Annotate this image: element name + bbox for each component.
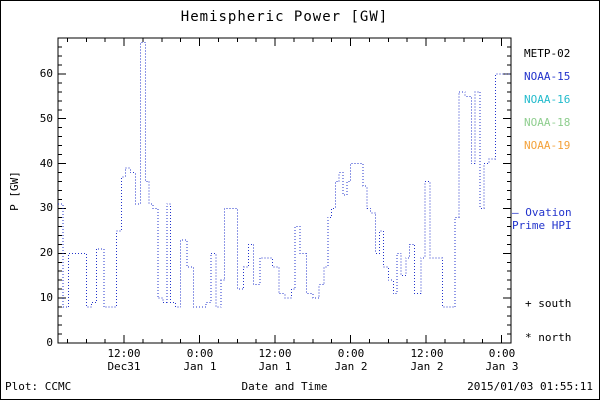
x-tick-time: 12:00 bbox=[107, 347, 141, 360]
legend-item-noaa18: NOAA-18 bbox=[524, 116, 571, 129]
y-tick-label: 40 bbox=[39, 157, 53, 170]
ovation-prime-annotation: — Ovation Prime HPI bbox=[512, 206, 598, 232]
y-tick-label: 10 bbox=[39, 291, 53, 304]
y-tick-label: 30 bbox=[39, 201, 53, 214]
x-tick-date: Dec31 bbox=[107, 360, 141, 373]
x-tick-date: Jan 2 bbox=[410, 360, 444, 373]
plot-timestamp: 2015/01/03 01:55:11 bbox=[467, 380, 593, 393]
ovation-line1: — Ovation bbox=[512, 206, 572, 219]
x-tick-label: 0:00 Jan 1 bbox=[168, 347, 232, 373]
legend-item-metp02: METP-02 bbox=[524, 47, 571, 60]
y-tick-label: 50 bbox=[39, 112, 53, 125]
x-tick-time: 12:00 bbox=[410, 347, 444, 360]
x-tick-date: Jan 2 bbox=[334, 360, 368, 373]
legend-item-noaa15: NOAA-15 bbox=[524, 70, 571, 83]
x-tick-time: 12:00 bbox=[258, 347, 292, 360]
x-tick-time: 0:00 bbox=[186, 347, 214, 360]
x-tick-label: 12:00 Jan 1 bbox=[243, 347, 307, 373]
axis-box bbox=[57, 37, 512, 344]
y-tick-label: 0 bbox=[46, 336, 53, 349]
x-tick-date: Jan 1 bbox=[183, 360, 217, 373]
hpi-step-line bbox=[58, 42, 511, 308]
x-tick-label: 12:00 Dec31 bbox=[92, 347, 156, 373]
x-tick-date: Jan 3 bbox=[485, 360, 519, 373]
legend-item-noaa16: NOAA-16 bbox=[524, 93, 571, 106]
x-tick-label: 0:00 Jan 2 bbox=[319, 347, 383, 373]
plot-credit: Plot: CCMC bbox=[5, 380, 72, 393]
north-marker-note: * north bbox=[525, 331, 572, 344]
ovation-line2: Prime HPI bbox=[512, 219, 572, 232]
y-tick-label: 60 bbox=[39, 67, 53, 80]
south-marker-note: + south bbox=[525, 297, 572, 310]
x-tick-label: 12:00 Jan 2 bbox=[395, 347, 459, 373]
x-tick-time: 0:00 bbox=[488, 347, 516, 360]
x-tick-label: 0:00 Jan 3 bbox=[470, 347, 534, 373]
chart-title: Hemispheric Power [GW] bbox=[180, 9, 389, 25]
satellite-legend: METP-02 NOAA-15 NOAA-16 NOAA-18 NOAA-19 bbox=[524, 47, 570, 162]
x-axis-label: Date and Time bbox=[241, 380, 328, 393]
x-tick-date: Jan 1 bbox=[258, 360, 292, 373]
y-tick-label: 20 bbox=[39, 246, 53, 259]
legend-item-noaa19: NOAA-19 bbox=[524, 139, 571, 152]
x-tick-time: 0:00 bbox=[337, 347, 365, 360]
